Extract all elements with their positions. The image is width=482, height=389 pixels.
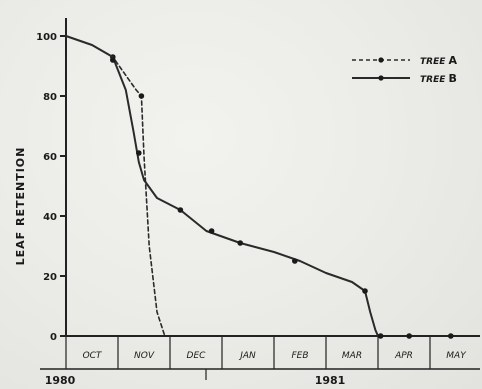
year-label: 1981 (315, 374, 346, 387)
labels-group: 0 20 40 60 80 100 LEAF RETENTION OCT NOV DEC JAN FE… (14, 32, 467, 387)
year-label: 1980 (45, 374, 76, 387)
month-label: MAR (342, 351, 362, 361)
legend-marker-tree-b (378, 75, 384, 81)
data-point-tree-b (377, 333, 384, 339)
y-tick-label: 100 (36, 32, 57, 43)
y-tick-label: 60 (43, 152, 57, 163)
month-label: NOV (134, 351, 155, 361)
axes-group (40, 18, 480, 380)
data-point-tree-a (138, 93, 145, 99)
month-label: DEC (187, 351, 207, 361)
month-label: FEB (291, 351, 308, 361)
data-point-tree-b (136, 150, 142, 156)
legend-label-tree-b: TREE B (420, 72, 457, 85)
data-point-tree-b (237, 240, 243, 246)
month-label: APR (394, 351, 413, 361)
data-point-tree-b (448, 333, 454, 339)
month-label: MAY (446, 351, 467, 361)
data-point-tree-b (292, 258, 298, 264)
month-label: JAN (238, 351, 256, 361)
y-tick-label: 20 (43, 272, 57, 283)
y-tick-label: 80 (43, 92, 57, 103)
data-point-tree-b (208, 228, 215, 234)
series-line-tree-b (65, 35, 379, 337)
legend: TREE A TREE B (352, 54, 458, 85)
y-tick-label: 40 (43, 212, 57, 223)
data-point-tree-b (406, 333, 413, 339)
series-group (65, 35, 454, 339)
data-point-tree-b (177, 207, 184, 213)
legend-label-tree-a: TREE A (420, 54, 458, 67)
legend-marker-tree-a (378, 57, 384, 63)
month-label: OCT (83, 351, 103, 361)
data-point-tree-b (110, 57, 116, 63)
y-tick-label: 0 (50, 332, 57, 343)
data-point-tree-b (362, 288, 368, 294)
series-line-tree-a (65, 35, 166, 337)
y-axis-label: LEAF RETENTION (14, 147, 27, 266)
